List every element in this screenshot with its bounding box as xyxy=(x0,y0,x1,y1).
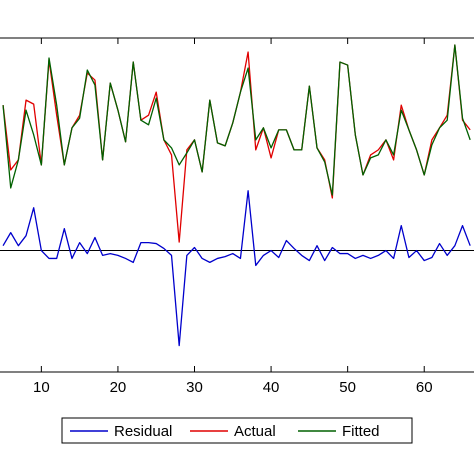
legend-box xyxy=(61,417,413,444)
x-tick-label: 30 xyxy=(186,379,203,396)
plot-frame xyxy=(0,37,474,373)
x-tick-label: 50 xyxy=(339,379,356,396)
x-tick-label: 60 xyxy=(416,379,433,396)
series-line xyxy=(2,190,471,347)
x-tick-label: 10 xyxy=(33,379,50,396)
legend-label: Residual xyxy=(114,423,172,440)
x-tick-label: 40 xyxy=(263,379,280,396)
legend-label: Actual xyxy=(234,423,276,440)
series-line xyxy=(2,44,471,196)
x-tick-label: 20 xyxy=(110,379,127,396)
legend-label: Fitted xyxy=(342,423,380,440)
series-line xyxy=(2,44,471,243)
